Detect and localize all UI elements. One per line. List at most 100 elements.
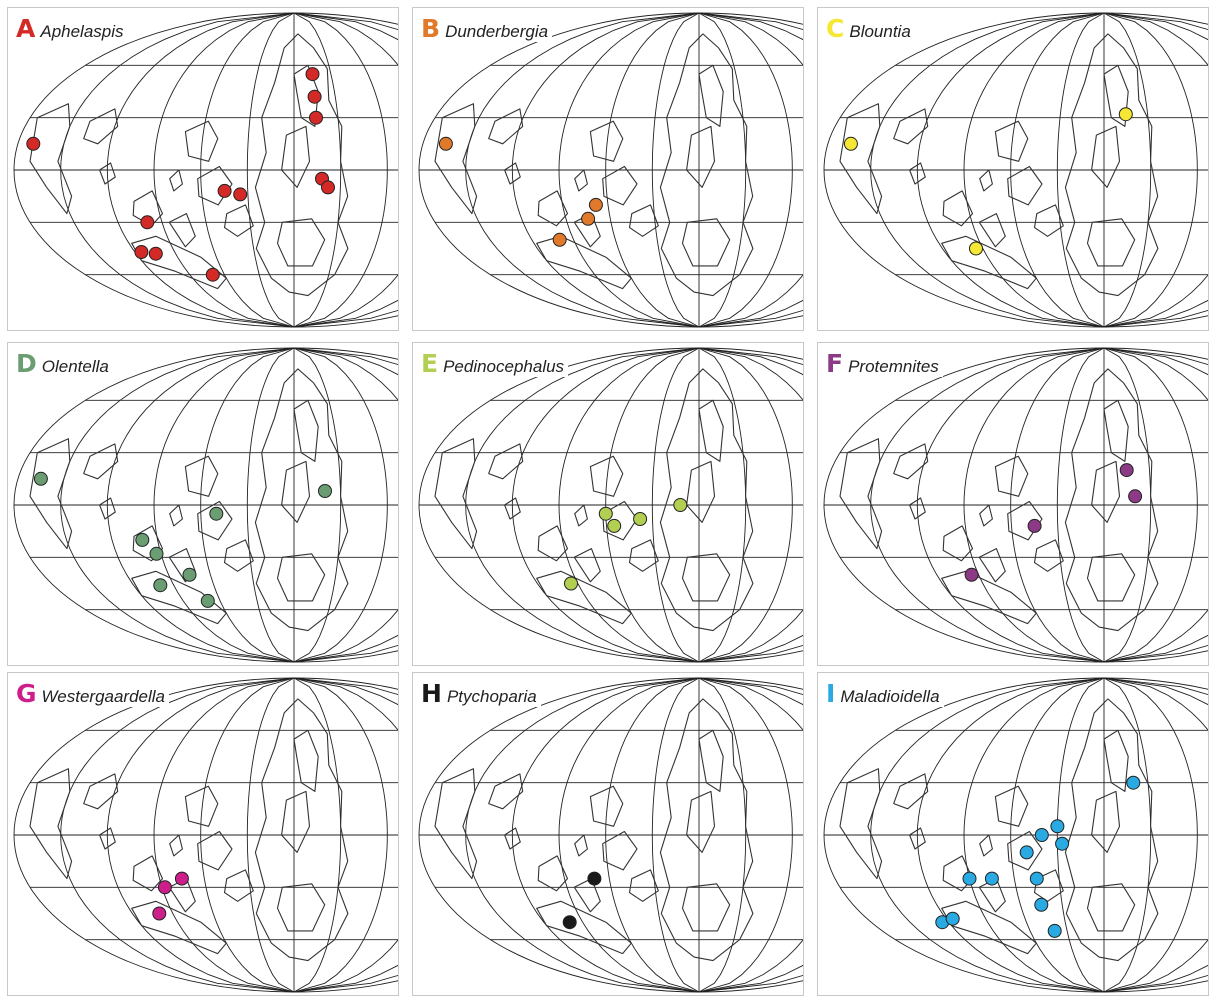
occurrence-marker	[152, 906, 167, 921]
landmass-outline	[628, 204, 659, 237]
landmass-outline	[504, 827, 521, 850]
meridian-line	[698, 12, 793, 328]
landmass-outline	[602, 500, 638, 541]
panel-label: H Ptychoparia	[421, 681, 541, 707]
occurrence-marker	[552, 232, 567, 247]
occurrence-marker	[318, 484, 332, 498]
occurrence-marker	[157, 880, 172, 895]
landmass-outline	[602, 165, 638, 206]
landmass-outline	[504, 162, 521, 185]
landmass-outline	[589, 120, 624, 162]
panel-letter: I	[826, 679, 836, 708]
landmass-outline	[686, 790, 716, 853]
graticule	[823, 347, 1208, 663]
landmass-outline	[293, 399, 319, 462]
landmass-outline	[254, 698, 349, 962]
paleogeographic-map	[823, 12, 1208, 328]
occurrence-markers	[564, 498, 688, 591]
paleogeographic-map	[13, 677, 398, 993]
panel-letter: F	[826, 349, 844, 378]
landmass-outline	[893, 443, 929, 480]
map-panel-h: H Ptychoparia	[412, 672, 804, 996]
meridian-line	[916, 12, 1105, 328]
meridian-line	[698, 677, 793, 993]
occurrence-marker	[217, 183, 232, 198]
landmass-outline	[223, 539, 254, 572]
occurrence-marker	[209, 506, 224, 521]
panel-taxon: Ptychoparia	[446, 687, 537, 706]
meridian-line	[870, 677, 1105, 993]
graticule	[823, 677, 1208, 993]
occurrence-marker	[945, 911, 960, 926]
landmass-outline	[132, 855, 164, 892]
landmass-outline	[254, 33, 349, 297]
landmass-outline	[1091, 460, 1121, 523]
landmass-outline	[574, 834, 588, 857]
landmass-outline	[276, 553, 326, 602]
occurrence-marker	[1118, 107, 1133, 122]
landmass-outline	[434, 768, 478, 880]
landmass-outline	[698, 399, 724, 462]
meridian-line	[963, 12, 1105, 328]
occurrence-marker	[1119, 463, 1134, 478]
occurrence-markers	[26, 67, 335, 282]
panel-label: G Westergaardella	[16, 679, 170, 708]
landmass-outline	[574, 504, 588, 527]
occurrence-marker	[233, 187, 248, 202]
panel-letter: H	[421, 679, 442, 708]
landmass-outline	[293, 729, 319, 792]
occurrence-marker	[174, 871, 189, 886]
landmass-outline	[686, 125, 716, 188]
graticule	[13, 347, 398, 663]
panel-label: I Maladioidella	[826, 681, 944, 707]
landmass-outline	[223, 869, 254, 902]
meridian-line	[1103, 677, 1198, 993]
panel-letter: G	[16, 679, 37, 708]
occurrence-marker	[321, 180, 335, 195]
meridian-line	[1103, 347, 1198, 663]
landmass-outline	[994, 455, 1029, 497]
meridian-line	[60, 677, 295, 993]
graticule	[13, 12, 398, 328]
landmass-outline	[223, 204, 254, 237]
landmass-outline	[839, 438, 883, 550]
occurrence-marker	[26, 136, 41, 151]
landmass-outline	[536, 900, 632, 955]
meridian-line	[698, 677, 747, 993]
meridian-line	[106, 12, 295, 328]
graticule	[418, 677, 803, 993]
meridian-line	[963, 677, 1105, 993]
map-panel-g: G Westergaardella	[7, 672, 399, 996]
landmass-outline	[589, 455, 624, 497]
meridian-line	[106, 677, 295, 993]
occurrence-markers	[33, 471, 332, 608]
meridian-line	[605, 12, 700, 328]
meridian-line	[698, 12, 747, 328]
meridian-line	[293, 677, 388, 993]
landmass-outline	[293, 64, 319, 127]
landmass-outline	[978, 213, 1006, 248]
meridian-line	[1010, 677, 1105, 993]
meridian-line	[293, 347, 388, 663]
landmass-outline	[197, 830, 233, 871]
meridian-line	[60, 12, 295, 328]
occurrence-marker	[1019, 845, 1034, 860]
occurrence-markers	[438, 136, 603, 247]
occurrence-marker	[205, 267, 220, 282]
meridian-line	[1103, 12, 1198, 328]
occurrence-marker	[1029, 871, 1044, 886]
paleogeographic-map	[13, 347, 398, 663]
occurrence-marker	[969, 241, 983, 256]
occurrence-marker	[182, 567, 197, 582]
graticule	[823, 12, 1208, 328]
panel-taxon: Blountia	[849, 22, 911, 41]
meridian-line	[293, 347, 342, 663]
landmass-outlines	[839, 33, 1159, 297]
landmass-outline	[99, 827, 116, 850]
landmass-outline	[1033, 539, 1064, 572]
paleogeographic-map	[823, 677, 1208, 993]
landmass-outline	[83, 773, 119, 810]
occurrence-marker	[140, 215, 155, 230]
panel-taxon: Olentella	[41, 357, 109, 376]
landmass-outline	[537, 855, 569, 892]
